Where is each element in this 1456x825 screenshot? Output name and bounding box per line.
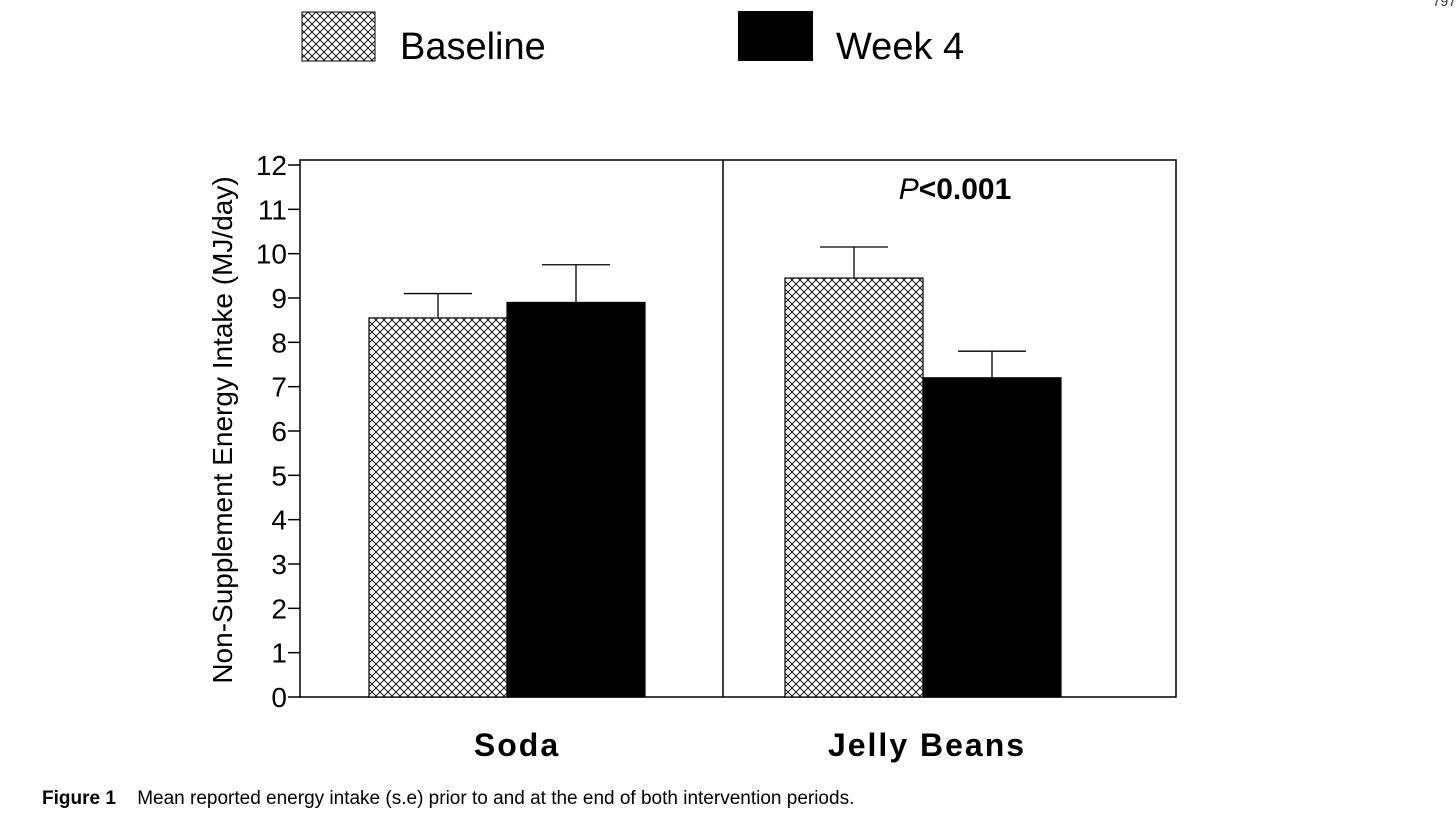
p-value-annotation: P<0.001 — [899, 173, 1012, 206]
y-tick-label-4: 4 — [271, 505, 287, 536]
y-tick-label-8: 8 — [271, 327, 287, 358]
y-tick-label-7: 7 — [271, 372, 287, 403]
bars — [368, 277, 1062, 698]
legend-label-baseline: Baseline — [400, 26, 546, 68]
legend-label-week4: Week 4 — [836, 26, 964, 68]
plot-frame — [299, 159, 1177, 698]
p-symbol: P — [899, 173, 919, 206]
bar-soda-week4 — [506, 301, 646, 698]
legend: Baseline Week 4 — [301, 11, 964, 68]
y-tick-label-10: 10 — [256, 239, 287, 270]
y-axis-label: Non-Supplement Energy Intake (MJ/day) — [207, 176, 238, 683]
y-tick-label-12: 12 — [256, 150, 287, 181]
figure-label: Figure 1 — [42, 788, 116, 809]
figure-caption: Figure 1 Mean reported energy intake (s.… — [42, 788, 854, 810]
error-bars — [404, 246, 1026, 378]
y-tick-label-11: 11 — [258, 194, 287, 225]
p-value: <0.001 — [919, 173, 1012, 206]
bar-soda-baseline — [368, 317, 508, 698]
category-label-jelly-beans: Jelly Beans — [828, 727, 1026, 763]
y-tick-label-1: 1 — [271, 638, 287, 669]
y-tick-label-5: 5 — [271, 460, 287, 491]
bar-jelly-beans-baseline — [784, 277, 924, 698]
bar-jelly-beans-week4 — [922, 377, 1062, 698]
y-tick-label-6: 6 — [271, 416, 287, 447]
y-tick-label-2: 2 — [271, 593, 287, 624]
caption-text: Mean reported energy intake (s.e) prior … — [137, 788, 855, 809]
y-tick-label-9: 9 — [271, 283, 287, 314]
y-tick-label-0: 0 — [271, 682, 287, 713]
y-tick-label-3: 3 — [271, 549, 287, 580]
page-number: 797 — [1433, 0, 1456, 9]
legend-swatch-baseline — [301, 11, 376, 62]
category-label-soda: Soda — [474, 727, 560, 763]
plot-area-border — [299, 159, 1177, 698]
legend-swatch-week4 — [738, 11, 813, 61]
